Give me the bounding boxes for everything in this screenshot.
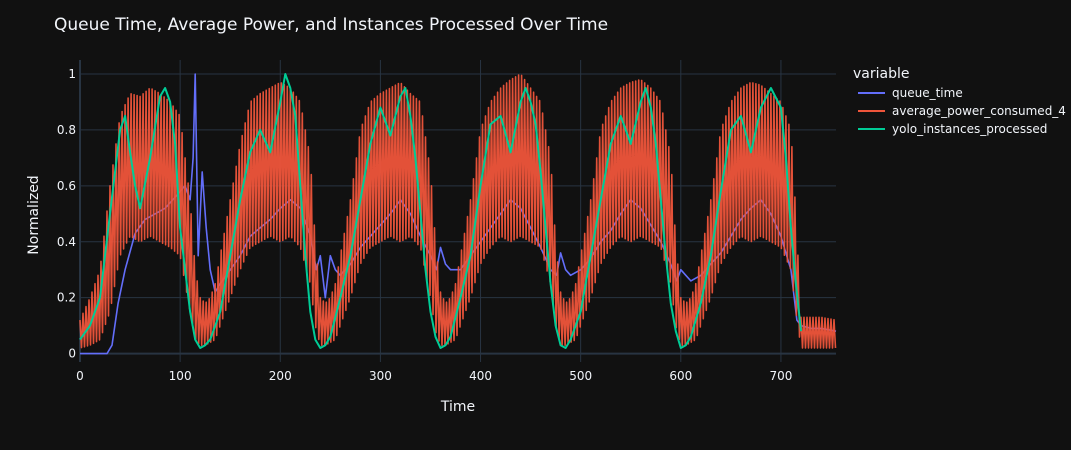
- x-tick-label: 200: [269, 369, 292, 383]
- legend-entry: queue_time: [892, 86, 963, 100]
- x-tick-label: 300: [369, 369, 392, 383]
- x-tick-label: 600: [669, 369, 692, 383]
- y-gridlines: [80, 73, 836, 355]
- x-tick-label: 400: [469, 369, 492, 383]
- legend: variable queue_time average_power_consume…: [853, 66, 1066, 136]
- y-tick-labels: 0 0.2 0.4 0.6 0.8 1: [57, 67, 76, 361]
- series-line-yolo_instances_processed: [79, 73, 802, 349]
- x-tick-label: 100: [169, 369, 192, 383]
- chart-title: Queue Time, Average Power, and Instances…: [54, 15, 608, 35]
- legend-entry: average_power_consumed_4: [892, 104, 1066, 118]
- x-tick-label: 700: [769, 369, 792, 383]
- y-tick-label: 0.8: [57, 123, 76, 137]
- series-line-average_power_consumed_4: [79, 74, 837, 349]
- series-line-queue_time: [80, 73, 837, 355]
- x-tick-label: 500: [569, 369, 592, 383]
- plot-area: [79, 73, 837, 355]
- y-tick-label: 0.2: [57, 291, 76, 305]
- legend-title: variable: [853, 66, 909, 82]
- x-axis-title: Time: [440, 399, 475, 415]
- x-tick-label: 0: [76, 369, 84, 383]
- y-tick-label: 1: [68, 67, 76, 81]
- y-tick-label: 0.6: [57, 179, 76, 193]
- legend-entry: yolo_instances_processed: [892, 122, 1047, 136]
- y-tick-label: 0: [68, 347, 76, 361]
- y-axis-title: Normalized: [26, 175, 42, 254]
- y-tick-label: 0.4: [57, 235, 76, 249]
- x-tick-labels: 0 100 200 300 400 500 600 700: [76, 369, 792, 383]
